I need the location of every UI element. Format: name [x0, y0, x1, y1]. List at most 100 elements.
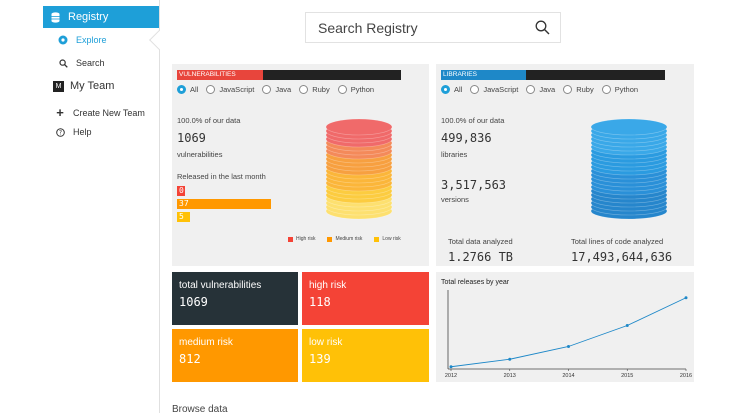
- data-point: [625, 324, 629, 327]
- tile-high-risk[interactable]: high risk 118: [302, 272, 429, 325]
- browse-data-heading: Browse data: [172, 404, 228, 413]
- filter-javascript[interactable]: JavaScript: [470, 85, 518, 94]
- sidebar-item-search[interactable]: Search: [56, 58, 105, 68]
- sidebar-item-label: Create New Team: [73, 107, 145, 118]
- tile-title: high risk: [309, 280, 347, 291]
- releases-line-chart: 2012 2013 2014 2015 2016: [445, 290, 692, 379]
- sidebar-item-create-team[interactable]: + Create New Team: [53, 105, 145, 120]
- released-medium-bar: 37: [177, 199, 271, 209]
- search-icon[interactable]: [535, 20, 550, 40]
- filter-all[interactable]: All: [441, 85, 462, 94]
- vulnerabilities-header-bar: VULNERABILITIES: [177, 70, 401, 80]
- radio-icon: [526, 85, 536, 94]
- sidebar-item-my-team[interactable]: M My Team: [53, 80, 114, 92]
- total-lines-value: 17,493,644,636: [571, 250, 673, 264]
- chart-title: Total releases by year: [441, 279, 510, 286]
- tile-title: medium risk: [179, 337, 233, 348]
- filter-ruby[interactable]: Ruby: [563, 85, 594, 94]
- svg-text:?: ?: [58, 129, 61, 136]
- stack-disc: [590, 118, 668, 136]
- lib-pct-text: 100.0% of our data: [441, 116, 505, 125]
- filter-label: Java: [275, 85, 292, 94]
- vuln-count-label: vulnerabilities: [177, 150, 223, 159]
- plus-icon: +: [56, 105, 64, 120]
- tile-medium-risk[interactable]: medium risk 812: [172, 329, 298, 382]
- x-tick-label: 2016: [680, 373, 692, 379]
- sidebar-item-explore[interactable]: Explore: [56, 35, 107, 45]
- filter-label: Python: [614, 85, 639, 94]
- sidebar-item-help[interactable]: ? Help: [53, 127, 92, 137]
- series-line: [450, 297, 687, 368]
- filter-ruby[interactable]: Ruby: [299, 85, 330, 94]
- vuln-pct-text: 100.0% of our data: [177, 116, 241, 125]
- sidebar-item-label: Registry: [68, 11, 109, 23]
- data-point: [449, 365, 453, 369]
- help-icon: ?: [53, 127, 67, 137]
- radio-icon: [299, 85, 309, 94]
- radio-icon: [563, 85, 573, 94]
- radio-icon: [206, 85, 216, 94]
- risk-legend: High risk Medium risk Low risk: [288, 236, 401, 242]
- tile-value: 1069: [179, 295, 208, 309]
- stack-disc: [325, 118, 393, 136]
- libraries-panel: LIBRARIES All JavaScript Java Ruby Pytho…: [436, 64, 694, 266]
- legend-low: Low risk: [382, 236, 401, 242]
- tile-title: low risk: [309, 337, 343, 348]
- released-low-bar: 5: [177, 212, 190, 222]
- search-input[interactable]: [318, 19, 528, 36]
- tile-value: 812: [179, 352, 201, 366]
- x-tick-label: 2012: [445, 373, 457, 379]
- sidebar: Registry Explore Search M My Team + Crea…: [0, 0, 160, 413]
- released-high-bar: 0: [177, 186, 185, 196]
- libraries-stack-graphic: [590, 118, 668, 220]
- tile-total-vulnerabilities[interactable]: total vulnerabilities 1069: [172, 272, 298, 325]
- sidebar-item-label: Help: [73, 127, 92, 137]
- filter-label: Java: [539, 85, 556, 94]
- filter-label: All: [454, 85, 463, 94]
- database-icon: [51, 11, 60, 23]
- x-tick-label: 2015: [621, 373, 633, 379]
- total-data-value: 1.2766 TB: [448, 250, 514, 264]
- libraries-header-bar: LIBRARIES: [441, 70, 665, 80]
- released-title: Released in the last month: [177, 172, 266, 181]
- filter-java[interactable]: Java: [262, 85, 291, 94]
- legend-medium: Medium risk: [335, 236, 363, 242]
- filter-java[interactable]: Java: [526, 85, 555, 94]
- filter-python[interactable]: Python: [601, 85, 639, 94]
- libraries-header: LIBRARIES: [441, 70, 526, 80]
- filter-label: Python: [350, 85, 375, 94]
- sidebar-item-registry[interactable]: Registry: [43, 6, 159, 28]
- x-tick-label: 2014: [562, 373, 574, 379]
- tile-value: 139: [309, 352, 331, 366]
- data-point: [508, 357, 512, 361]
- total-lines-label: Total lines of code analyzed: [571, 237, 664, 246]
- versions-count: 3,517,563: [441, 178, 507, 192]
- radio-icon: [601, 85, 611, 94]
- vulnerabilities-header: VULNERABILITIES: [177, 70, 263, 80]
- filter-all[interactable]: All: [177, 85, 198, 94]
- vulnerabilities-stack-graphic: [325, 118, 393, 220]
- filter-label: Ruby: [576, 85, 594, 94]
- legend-swatch-medium: [327, 236, 333, 242]
- total-data-label: Total data analyzed: [448, 237, 513, 246]
- libraries-label: libraries: [441, 150, 468, 159]
- x-tick-label: 2013: [504, 373, 516, 379]
- data-point: [684, 296, 688, 300]
- filter-python[interactable]: Python: [337, 85, 375, 94]
- radio-icon: [337, 85, 347, 94]
- tile-low-risk[interactable]: low risk 139: [302, 329, 429, 382]
- data-point: [567, 345, 570, 348]
- search-bar: [305, 12, 561, 43]
- filter-javascript[interactable]: JavaScript: [206, 85, 254, 94]
- libraries-filters: All JavaScript Java Ruby Python: [441, 85, 646, 94]
- versions-label: versions: [441, 195, 469, 204]
- compass-icon: [56, 35, 70, 45]
- radio-icon: [177, 85, 186, 94]
- filter-label: JavaScript: [483, 85, 519, 94]
- search-icon: [56, 58, 70, 68]
- filter-label: JavaScript: [219, 85, 255, 94]
- legend-high: High risk: [296, 236, 316, 242]
- radio-icon: [262, 85, 272, 94]
- legend-swatch-low: [374, 236, 380, 242]
